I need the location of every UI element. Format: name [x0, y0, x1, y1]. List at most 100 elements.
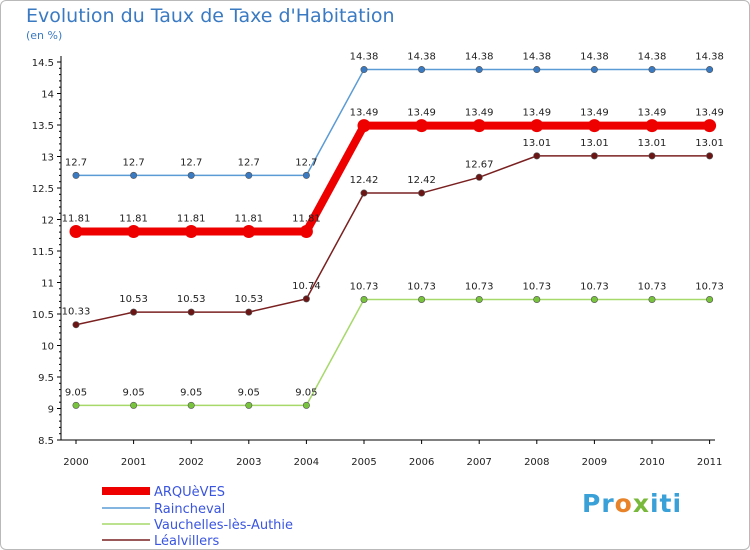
- data-point: [587, 119, 601, 133]
- data-label: 9.05: [238, 387, 260, 398]
- data-point: [245, 171, 253, 179]
- data-point: [648, 66, 656, 74]
- data-label: 14.38: [638, 52, 667, 63]
- series-line: [76, 68, 710, 177]
- data-point: [648, 152, 656, 160]
- data-label: 12.7: [65, 157, 87, 168]
- data-label: 11.81: [119, 213, 148, 224]
- y-tick-label: 12: [41, 216, 54, 227]
- data-label: 10.53: [234, 294, 263, 305]
- data-label: 12.42: [407, 175, 436, 186]
- y-tick-label: 14.5: [32, 58, 54, 69]
- brand-part-4: iti: [649, 489, 683, 518]
- data-point: [415, 119, 429, 133]
- data-label: 9.05: [295, 387, 317, 398]
- data-label: 12.7: [238, 157, 260, 168]
- data-point: [302, 295, 310, 303]
- data-label: 9.05: [122, 387, 144, 398]
- data-label: 10.73: [580, 282, 609, 293]
- legend-label: Vauchelles-lès-Authie: [154, 518, 293, 533]
- data-label: 10.73: [407, 282, 436, 293]
- data-point: [648, 296, 656, 304]
- data-point: [360, 66, 368, 74]
- series-line: [75, 155, 710, 326]
- data-point: [72, 401, 80, 409]
- data-label: 12.7: [180, 157, 202, 168]
- data-point: [475, 173, 483, 181]
- legend-label: Léalvillers: [154, 534, 219, 549]
- data-point: [187, 171, 195, 179]
- data-label: 14.38: [407, 52, 436, 63]
- data-label: 12.7: [295, 157, 317, 168]
- data-point: [187, 401, 195, 409]
- data-label: 11.81: [292, 213, 321, 224]
- data-point: [360, 189, 368, 197]
- data-point: [533, 152, 541, 160]
- data-point: [645, 119, 659, 133]
- series-line: [76, 121, 710, 236]
- x-tick-label: 2007: [466, 457, 491, 468]
- legend-label: ARQUèVES: [154, 485, 225, 500]
- data-point: [533, 66, 541, 74]
- data-label: 13.49: [407, 108, 436, 119]
- x-tick-label: 2008: [524, 457, 549, 468]
- data-label: 10.73: [695, 282, 724, 293]
- y-tick-label: 10: [41, 342, 54, 353]
- data-label: 13.49: [465, 108, 494, 119]
- data-label: 10.73: [638, 282, 667, 293]
- data-label: 9.05: [65, 387, 87, 398]
- chart-title: Evolution du Taux de Taxe d'Habitation: [26, 5, 395, 27]
- data-label: 12.67: [465, 159, 494, 170]
- data-label: 11.81: [177, 213, 206, 224]
- data-label: 10.73: [350, 282, 379, 293]
- legend-label: Raincheval: [154, 502, 225, 517]
- x-tick-label: 2004: [294, 457, 319, 468]
- x-tick-label: 2010: [639, 457, 664, 468]
- y-tick-label: 11: [41, 279, 54, 290]
- data-point: [590, 296, 598, 304]
- proxiti-logo: Proxiti: [582, 489, 682, 518]
- data-point: [590, 66, 598, 74]
- x-tick-label: 2002: [178, 457, 203, 468]
- data-point: [530, 119, 544, 133]
- data-label: 14.38: [695, 52, 724, 63]
- data-label: 9.05: [180, 387, 202, 398]
- data-point: [299, 224, 313, 238]
- data-label: 14.38: [580, 52, 609, 63]
- chart-unit-label: (en %): [26, 29, 63, 42]
- x-tick-label: 2006: [409, 457, 434, 468]
- y-tick-label: 8.5: [38, 436, 54, 447]
- y-tick-label: 11.5: [32, 247, 54, 258]
- data-point: [472, 119, 486, 133]
- brand-part-1: Pr: [582, 489, 615, 518]
- data-point: [127, 224, 141, 238]
- data-point: [302, 171, 310, 179]
- data-label: 13.49: [522, 108, 551, 119]
- x-tick-label: 2000: [63, 457, 88, 468]
- y-tick-label: 10.5: [32, 310, 54, 321]
- data-label: 10.73: [522, 282, 551, 293]
- data-label: 13.49: [580, 108, 609, 119]
- data-point: [533, 296, 541, 304]
- y-tick-label: 13.5: [32, 121, 54, 132]
- x-tick-label: 2005: [351, 457, 376, 468]
- data-label: 10.53: [177, 294, 206, 305]
- data-point: [245, 308, 253, 316]
- data-point: [418, 189, 426, 197]
- data-point: [72, 171, 80, 179]
- data-label: 14.38: [350, 52, 379, 63]
- data-point: [475, 66, 483, 74]
- data-point: [130, 308, 138, 316]
- data-point: [302, 401, 310, 409]
- data-point: [360, 296, 368, 304]
- data-label: 13.01: [695, 138, 724, 149]
- data-point: [187, 308, 195, 316]
- data-label: 13.49: [638, 108, 667, 119]
- x-tick-label: 2001: [121, 457, 146, 468]
- y-tick-label: 9: [48, 405, 54, 416]
- data-label: 10.53: [119, 294, 148, 305]
- y-tick-label: 12.5: [32, 184, 54, 195]
- y-tick-label: 9.5: [38, 373, 54, 384]
- brand-part-3: x: [632, 489, 650, 518]
- data-label: 13.01: [522, 138, 551, 149]
